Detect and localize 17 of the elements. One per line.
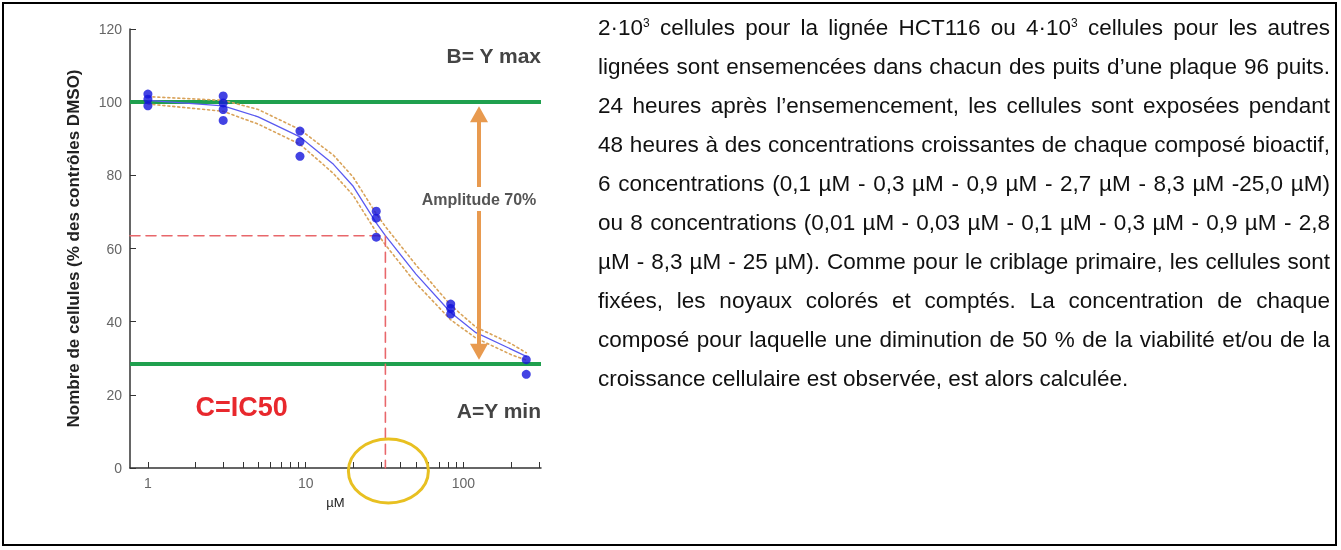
y-tick-label: 20 [106,386,123,403]
annotation: C=IC50 [195,391,288,422]
y-tick-label: 120 [98,21,123,37]
ref-line-label: A=Y min [456,398,541,422]
y-axis-title: Nombre de cellules (% des contrôles DMSO) [64,69,83,428]
text: 2·10$^{3}$ cellules pour la lignée HCT116 ou 4·10$^{3}$ cellules pour les autres lignées sont ensemencées dans chacun des puits d’une plaque 96 puits. 24 heures après l’ensemencement, les cellules sont exposées pendant 48 heures à des concentrations croissantes de chaque composé bioactif, 6 concentrations (0,1 µM - 0,3 µM - 0,9 µM - 2,7 µM - 8,3 µM -25,0 µM) ou 8 concentrations (0,01 µM - 0,03 µM - 0,1 µM - 0,3 µM - 0,9 µM - 2,8 µM - 8,3 µM - 25 µM). Comme pour le criblage primaire, les cellules sont fixées, les noyaux colorés et comptés. La concentration de chaque composé pour laquelle une diminution de 50 % de la viabilité et/ou de la croissance cellulaire est observée, est alors calculée. [598,15,1330,391]
annotation: Amplitude 70% [421,190,537,208]
y-tick-label: 0 [114,460,123,476]
x-axis-title: µM [326,495,345,510]
y-tick-label: 60 [106,240,123,257]
y-tick-label: 80 [106,167,123,184]
y-tick-label: 100 [98,94,123,111]
ref-line-label: B= Y max [446,44,542,68]
x-tick-label: 10 [297,475,314,491]
x-tick-label: 100 [451,475,476,491]
y-tick-label: 40 [106,313,123,330]
x-tick-label: 1 [144,475,153,491]
